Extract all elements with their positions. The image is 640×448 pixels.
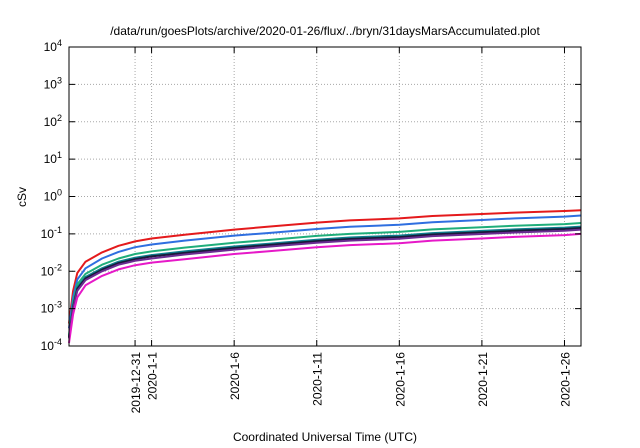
y-tick-label: 10-3 (41, 300, 62, 316)
tick-layer (69, 46, 581, 347)
series-line-3 (68, 222, 582, 335)
series-line-2 (68, 214, 582, 329)
series-line-7 (68, 232, 582, 344)
y-tick-label: 100 (44, 188, 62, 204)
y-tick-label: 10-1 (41, 225, 62, 241)
x-tick-label: 2020-1-1 (146, 352, 160, 400)
label-layer: 10-4 10-3 10-2 10-1 100 101 102 103 104 2019-12-3… (41, 38, 573, 413)
y-tick-label: 10-4 (41, 337, 62, 353)
series-line-6 (68, 228, 582, 339)
y-tick-label: 101 (44, 150, 62, 166)
x-tick-label: 2020-1-11 (311, 352, 325, 406)
y-tick-label: 10-2 (41, 262, 62, 278)
series-layer (68, 209, 582, 344)
y-axis-title: cSv (15, 187, 29, 207)
series-line-1 (68, 209, 582, 324)
y-tick-label: 102 (44, 113, 62, 129)
x-axis-title: Coordinated Universal Time (UTC) (233, 430, 417, 444)
grid-layer (69, 47, 581, 346)
x-tick-label: 2019-12-31 (129, 352, 143, 414)
chart-title: /data/run/goesPlots/archive/2020-01-26/f… (110, 24, 540, 38)
series-line-4 (68, 225, 582, 337)
x-tick-label: 2020-1-16 (393, 352, 407, 407)
series-line-5 (68, 227, 582, 338)
y-tick-label: 103 (44, 75, 62, 91)
x-tick-label: 2020-1-21 (476, 352, 490, 407)
y-tick-label: 104 (44, 38, 62, 54)
x-tick-label: 2020-1-6 (228, 352, 242, 400)
x-tick-label: 2020-1-26 (558, 352, 572, 407)
